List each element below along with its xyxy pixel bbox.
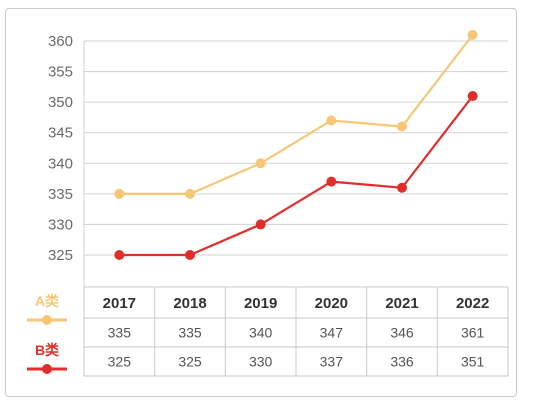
category-label: 2021 <box>385 295 418 312</box>
data-point <box>397 182 407 193</box>
data-point <box>185 188 195 199</box>
y-tick-label: 325 <box>48 247 73 264</box>
data-table-value: 336 <box>390 354 414 370</box>
data-point <box>255 219 266 230</box>
y-tick-label: 330 <box>48 216 73 233</box>
data-point <box>255 158 266 169</box>
category-label: 2018 <box>173 295 206 312</box>
chart-frame <box>5 8 517 397</box>
series-line <box>119 95 474 257</box>
y-tick-label: 345 <box>48 125 73 142</box>
legend-marker <box>42 315 52 325</box>
category-label: 2019 <box>244 295 277 312</box>
data-table-value: 325 <box>178 354 202 370</box>
legend-label: B类 <box>35 342 60 358</box>
y-tick-label: 340 <box>48 155 73 172</box>
data-table-value: 337 <box>320 354 344 370</box>
y-tick-label: 335 <box>48 186 73 203</box>
category-label: 2017 <box>103 295 136 312</box>
data-table-value: 330 <box>249 354 273 370</box>
legend-label: A类 <box>35 293 60 309</box>
data-table-value: 351 <box>461 354 485 370</box>
data-table-value: 361 <box>461 325 485 341</box>
y-tick-label: 355 <box>48 64 73 81</box>
data-point <box>185 250 195 260</box>
y-tick-label: 350 <box>48 94 73 111</box>
data-table-value: 335 <box>108 325 132 341</box>
data-table-value: 335 <box>178 325 202 341</box>
data-table-value: 340 <box>249 325 273 341</box>
category-label: 2020 <box>315 295 348 312</box>
data-point <box>467 91 478 102</box>
data-point <box>397 121 407 132</box>
data-table-value: 346 <box>390 325 414 341</box>
data-point <box>326 176 337 187</box>
data-point <box>326 115 337 126</box>
series-line <box>119 34 474 195</box>
category-label: 2022 <box>456 295 489 312</box>
legend-marker <box>42 364 52 374</box>
data-point <box>114 188 125 199</box>
y-tick-label: 360 <box>48 33 73 50</box>
data-point <box>467 29 478 40</box>
data-point <box>114 250 125 260</box>
data-table-value: 347 <box>320 325 344 341</box>
data-table-value: 325 <box>108 354 132 370</box>
